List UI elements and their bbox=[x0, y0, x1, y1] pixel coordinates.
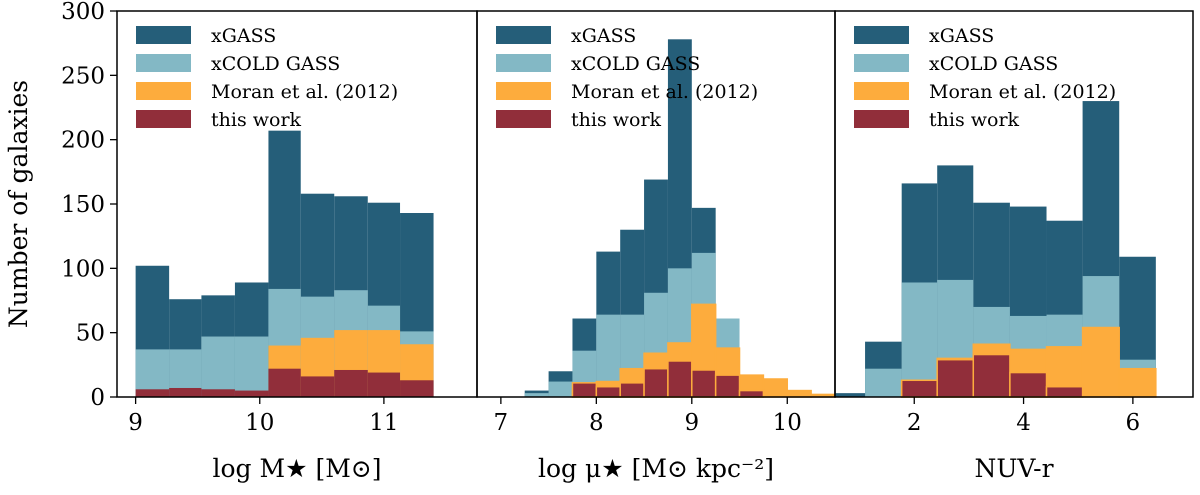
legend-swatch bbox=[136, 82, 191, 100]
x-tick-label: 10 bbox=[245, 410, 274, 436]
bar-moran-et-al-2012-11 bbox=[786, 389, 812, 398]
x-tick-label: 9 bbox=[684, 410, 699, 436]
legend-swatch bbox=[496, 110, 551, 128]
x-tick-label: 7 bbox=[494, 410, 509, 436]
bar-this-work-2 bbox=[571, 382, 598, 398]
bar-this-work-8 bbox=[714, 374, 741, 398]
legend-swatch bbox=[136, 110, 191, 128]
bar-this-work-8 bbox=[400, 380, 434, 397]
bar-extra-0 bbox=[835, 393, 866, 397]
x-tick-label: 11 bbox=[369, 410, 398, 436]
legend-label: this work bbox=[571, 109, 662, 131]
x-tick-label: 4 bbox=[1016, 410, 1031, 436]
legend-label: Moran et al. (2012) bbox=[211, 81, 398, 103]
bar-this-work-6 bbox=[334, 369, 368, 397]
bar-xcold-gass-3 bbox=[596, 314, 621, 397]
bar-this-work-1 bbox=[169, 387, 202, 397]
y-tick-label: 0 bbox=[90, 385, 105, 411]
bar-this-work-7 bbox=[691, 369, 717, 398]
bar-this-work-5 bbox=[1045, 385, 1084, 398]
bar-xcold-gass-0 bbox=[524, 393, 549, 397]
legend-swatch bbox=[496, 26, 551, 44]
legend-swatch bbox=[496, 54, 551, 72]
legend-label: xGASS bbox=[211, 25, 276, 47]
legend: xGASS xCOLD GASS Moran et al. (2012) this w… bbox=[496, 25, 758, 131]
bar-xcold-gass-0 bbox=[865, 368, 902, 397]
bar-this-work-3 bbox=[234, 390, 269, 397]
x-axis-label: log μ★ [M⊙ kpc⁻²] bbox=[538, 454, 774, 483]
x-tick-label: 9 bbox=[128, 410, 143, 436]
bar-this-work-9 bbox=[738, 389, 765, 398]
bar-xcold-gass-0 bbox=[135, 349, 170, 397]
legend-swatch bbox=[854, 54, 909, 72]
legend-label: xGASS bbox=[929, 25, 994, 47]
bar-this-work-5 bbox=[643, 367, 669, 398]
bar-this-work-7 bbox=[367, 372, 401, 397]
bar-this-work-5 bbox=[300, 376, 335, 397]
bar-this-work-4 bbox=[268, 368, 301, 397]
x-axis-label: NUV-r bbox=[974, 454, 1053, 483]
y-tick-label: 100 bbox=[61, 256, 105, 282]
x-tick-label: 8 bbox=[589, 410, 604, 436]
bar-moran-et-al-2012-7 bbox=[1118, 367, 1157, 398]
legend: xGASS xCOLD GASS Moran et al. (2012) this w… bbox=[136, 25, 398, 131]
bar-this-work-0 bbox=[135, 389, 170, 397]
bar-this-work-2 bbox=[201, 389, 235, 397]
panel-1: 9 10 11 0 50 100 150 200 250 300 log M★ [M⊙] Number… bbox=[4, 0, 478, 483]
x-axis-label: log M★ [M⊙] bbox=[212, 454, 381, 483]
legend-swatch bbox=[496, 82, 551, 100]
legend-label: xCOLD GASS bbox=[929, 53, 1058, 75]
bar-this-work-2 bbox=[936, 358, 975, 398]
bar-this-work-3 bbox=[595, 385, 621, 398]
x-tick-label: 6 bbox=[1126, 410, 1141, 436]
legend-swatch bbox=[136, 26, 191, 44]
legend-label: this work bbox=[929, 109, 1020, 131]
bar-this-work-3 bbox=[972, 353, 1011, 398]
x-tick-label: 10 bbox=[773, 410, 802, 436]
y-tick-label: 150 bbox=[61, 192, 105, 218]
legend-label: Moran et al. (2012) bbox=[929, 81, 1116, 103]
legend-swatch bbox=[854, 110, 909, 128]
bar-this-work-1 bbox=[900, 379, 938, 398]
y-axis-label: Number of galaxies bbox=[4, 80, 33, 328]
legend-label: xCOLD GASS bbox=[571, 53, 700, 75]
bar-xcold-gass-1 bbox=[901, 282, 938, 397]
panel-3: 2 4 6 NUV-r xGASS xCOLD GASS Moran et al. (201… bbox=[834, 10, 1194, 483]
bar-this-work-4 bbox=[1009, 371, 1048, 398]
legend-label: this work bbox=[211, 109, 302, 131]
legend: xGASS xCOLD GASS Moran et al. (2012) this w… bbox=[854, 25, 1116, 131]
bar-moran-et-al-2012-6 bbox=[1081, 326, 1120, 398]
legend-label: xCOLD GASS bbox=[211, 53, 340, 75]
bar-this-work-4 bbox=[619, 382, 645, 398]
bar-xcold-gass-3 bbox=[234, 336, 269, 397]
bar-this-work-6 bbox=[667, 360, 693, 398]
legend-label: xGASS bbox=[571, 25, 636, 47]
bar-xcold-gass-1 bbox=[548, 381, 573, 397]
panel-2: 7 8 9 10 log μ★ [M⊙ kpc⁻²] xGASS xCOLD GASS Mor… bbox=[476, 10, 836, 483]
bar-xcold-gass-2 bbox=[201, 336, 235, 397]
y-tick-label: 300 bbox=[61, 0, 105, 25]
x-tick-label: 2 bbox=[907, 410, 922, 436]
legend-swatch bbox=[854, 26, 909, 44]
y-tick-label: 50 bbox=[76, 321, 105, 347]
y-tick-label: 200 bbox=[61, 128, 105, 154]
y-tick-label: 250 bbox=[61, 63, 105, 89]
legend-swatch bbox=[854, 82, 909, 100]
axes-frame bbox=[834, 10, 1194, 398]
legend-swatch bbox=[136, 54, 191, 72]
legend-label: Moran et al. (2012) bbox=[571, 81, 758, 103]
bar-moran-et-al-2012-10 bbox=[762, 378, 789, 398]
